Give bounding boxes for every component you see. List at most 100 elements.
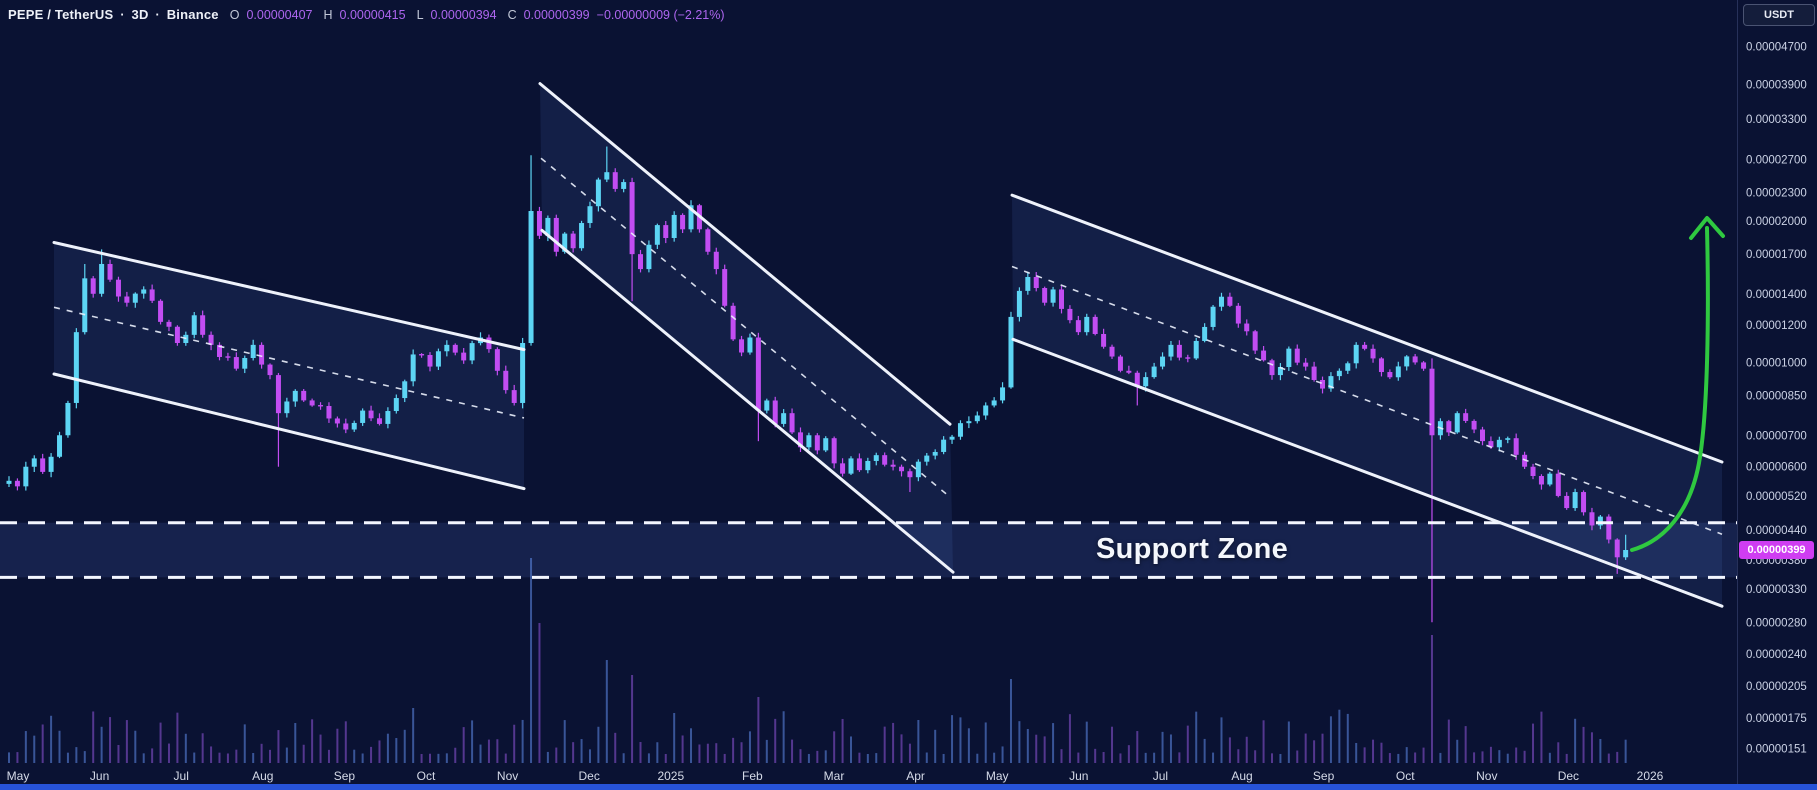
channel-1-top-line[interactable]	[52, 240, 526, 352]
candle-body	[1067, 308, 1073, 321]
candle-body	[267, 364, 273, 376]
volume-bar	[521, 719, 524, 763]
volume-bar	[1582, 726, 1585, 763]
volume-bar	[1195, 711, 1198, 763]
projection-arrow-shaft[interactable]	[1630, 226, 1710, 552]
volume-bar	[1026, 728, 1029, 763]
candle-body	[376, 418, 382, 424]
price-tick-label: 0.00000440	[1746, 525, 1807, 537]
candle-body	[284, 401, 290, 414]
candle-body	[1227, 296, 1233, 306]
volume-bar	[252, 753, 255, 763]
candle-body	[334, 418, 340, 424]
volume-bar	[1035, 734, 1038, 763]
candle-body	[1387, 372, 1393, 378]
volume-bar	[1262, 720, 1265, 763]
candle-body	[1134, 372, 1140, 387]
candle-body	[1042, 288, 1048, 303]
volume-bar	[92, 711, 95, 763]
volume-bar	[16, 752, 19, 763]
volume-bar	[1094, 748, 1097, 763]
channel-1-bottom-line[interactable]	[52, 372, 526, 491]
candle-body	[1336, 370, 1342, 377]
open-value: 0.00000407	[246, 7, 313, 22]
candle-body	[1101, 333, 1107, 347]
volume-bar	[1447, 719, 1450, 763]
volume-bar	[1473, 752, 1476, 763]
volume-bar	[8, 752, 10, 763]
price-axis[interactable]: 0.00004700 0.00003900 0.00003300 0.00002700…	[1746, 42, 1807, 756]
candle-body	[865, 460, 871, 471]
exchange-label: Binance	[166, 7, 219, 22]
candle-body	[141, 289, 147, 294]
candle-body	[503, 370, 509, 391]
volume-bar	[496, 739, 499, 763]
volume-bar	[1127, 745, 1130, 763]
candle-body	[1286, 348, 1292, 367]
candle-body	[966, 421, 972, 424]
channel-1-mid-line[interactable]	[53, 306, 525, 419]
volume-bar	[1532, 723, 1535, 763]
volume-bar	[588, 749, 591, 763]
candle-body	[1252, 331, 1258, 351]
volume-bar	[984, 722, 987, 763]
channel-2-bottom-line[interactable]	[540, 228, 955, 574]
channel-2-mid-line[interactable]	[540, 157, 952, 499]
candle-body	[840, 463, 846, 474]
candle-body	[612, 172, 618, 189]
candle-body	[570, 233, 576, 249]
symbol-legend[interactable]: PEPE / TetherUS · 3D · Binance O 0.00000…	[8, 6, 725, 23]
currency-unit-button[interactable]: USDT	[1743, 4, 1815, 26]
volume-series	[8, 558, 1627, 763]
candle-body	[1185, 357, 1191, 359]
candle-body	[1261, 350, 1267, 361]
volume-bar	[1523, 750, 1526, 763]
price-tick-label: 0.00000280	[1746, 617, 1807, 629]
interval-label[interactable]: 3D	[131, 7, 149, 22]
candle-body	[1614, 539, 1620, 558]
volume-bar	[572, 742, 575, 763]
volume-bar	[429, 753, 431, 763]
volume-bar	[260, 743, 263, 763]
candle-body	[1421, 362, 1427, 369]
volume-bar	[403, 729, 406, 763]
volume-bar	[193, 752, 196, 763]
volume-bar	[1009, 679, 1012, 763]
candle-body	[90, 278, 96, 294]
candle-body	[545, 217, 551, 236]
candle-body	[1581, 492, 1587, 513]
volume-bar	[1481, 751, 1484, 763]
candle-body	[882, 455, 888, 465]
candle-body	[1505, 438, 1511, 440]
channel-3-top-line[interactable]	[1010, 193, 1724, 464]
volume-bar	[538, 623, 541, 763]
channel-3-bottom-line[interactable]	[1011, 337, 1724, 608]
candle-body	[225, 356, 231, 358]
volume-bar	[159, 722, 162, 763]
candle-body	[1522, 454, 1528, 467]
time-axis[interactable]: May Jun Jul Aug Sep Oct Nov Dec 2025 Feb Mar Apr May…	[7, 769, 1664, 783]
volume-bar	[1372, 739, 1375, 763]
candle-body	[1362, 344, 1368, 349]
candle-body	[974, 415, 980, 422]
candle-body	[587, 206, 593, 224]
candle-body	[31, 458, 37, 467]
candle-body	[343, 423, 349, 430]
channel-2-top-line[interactable]	[538, 82, 952, 426]
candle-body	[259, 344, 265, 365]
price-tick-label: 0.00000175	[1746, 713, 1807, 725]
volume-bar	[235, 749, 238, 763]
candle-body	[1210, 306, 1216, 327]
volume-bar	[782, 711, 785, 763]
symbol-name[interactable]: PEPE / TetherUS	[8, 7, 114, 22]
channel-3-mid-line[interactable]	[1011, 265, 1723, 536]
volume-bar	[850, 736, 852, 763]
volume-bar	[875, 753, 878, 763]
volume-bar	[1296, 750, 1299, 763]
volume-bar	[1144, 752, 1147, 763]
candle-body	[747, 337, 753, 353]
candle-body	[419, 354, 425, 356]
volume-bar	[1060, 749, 1063, 763]
candle-body	[1269, 360, 1275, 376]
